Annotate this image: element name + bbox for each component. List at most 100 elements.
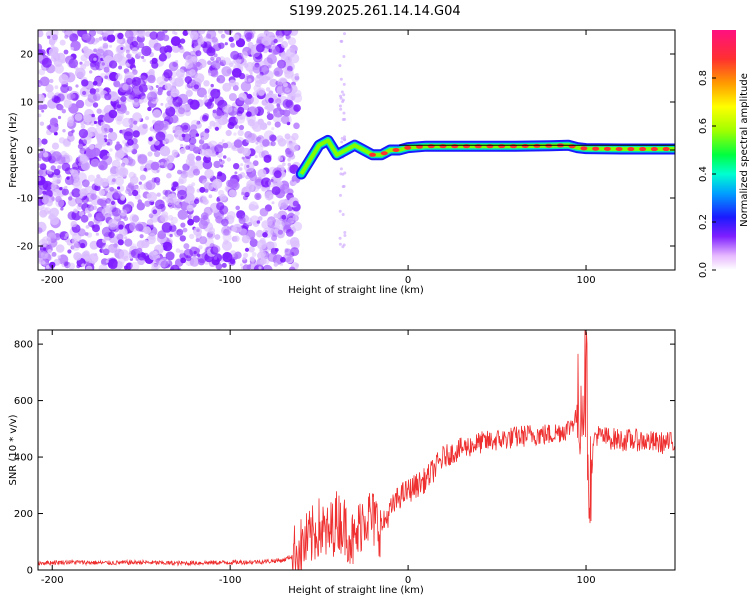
- noise-speck: [207, 60, 212, 65]
- noise-speck: [168, 61, 179, 72]
- noise-speck: [269, 78, 278, 88]
- noise-speck: [211, 257, 220, 266]
- noise-speck: [90, 158, 100, 168]
- noise-speck: [277, 59, 286, 69]
- noise-speck: [147, 106, 152, 112]
- noise-speck: [190, 124, 197, 132]
- noise-speck: [78, 128, 89, 139]
- noise-speck: [210, 69, 219, 78]
- noise-speck: [287, 217, 294, 225]
- noise-speck: [203, 97, 209, 103]
- noise-speck: [117, 239, 124, 246]
- noise-speck: [273, 107, 284, 118]
- noise-speck: [49, 207, 59, 218]
- noise-speck: [209, 120, 216, 127]
- noise-speck: [274, 220, 285, 231]
- noise-speck: [225, 129, 232, 137]
- ridge-peak: [580, 146, 588, 151]
- spectrogram-xtick-label: 0: [405, 275, 411, 286]
- noise-speck: [101, 244, 112, 255]
- noise-speck: [284, 87, 291, 93]
- noise-speck: [183, 248, 194, 259]
- noise-speck: [85, 225, 90, 229]
- noise-speck: [122, 117, 132, 128]
- noise-speck: [48, 38, 56, 46]
- noise-speck: [233, 107, 238, 112]
- noise-speck: [341, 100, 345, 104]
- noise-speck: [39, 209, 48, 218]
- noise-speck: [126, 139, 134, 146]
- noise-speck: [107, 131, 118, 142]
- noise-speck: [165, 251, 175, 261]
- noise-speck: [340, 140, 344, 144]
- noise-speck: [39, 238, 47, 247]
- noise-speck: [143, 226, 152, 235]
- noise-speck: [54, 85, 59, 90]
- noise-speck: [139, 234, 144, 239]
- noise-speck: [116, 37, 123, 44]
- noise-speck: [343, 234, 347, 238]
- ridge-peak: [545, 143, 553, 148]
- snr-xtick-label: 0: [405, 575, 411, 586]
- noise-speck: [109, 148, 113, 152]
- colorbar-tick-label: 0.2: [698, 214, 709, 230]
- noise-speck: [184, 60, 193, 69]
- spectrogram-ytick-label: 20: [20, 50, 33, 61]
- noise-speck: [232, 223, 242, 233]
- noise-speck: [342, 82, 346, 86]
- noise-speck: [185, 145, 190, 150]
- noise-speck: [150, 161, 160, 171]
- noise-speck: [38, 53, 44, 62]
- noise-speck: [81, 263, 85, 268]
- noise-speck: [202, 113, 210, 120]
- noise-speck: [175, 248, 181, 253]
- noise-speck: [270, 241, 278, 249]
- noise-speck: [221, 262, 227, 268]
- noise-speck: [63, 99, 72, 109]
- noise-speck: [294, 210, 300, 216]
- chart-title: S199.2025.261.14.14.G04: [289, 4, 460, 19]
- noise-speck: [228, 36, 234, 43]
- noise-speck: [182, 227, 188, 233]
- noise-speck: [38, 176, 42, 182]
- noise-speck: [104, 93, 112, 101]
- ridge-peak: [380, 151, 388, 156]
- noise-speck: [189, 129, 199, 138]
- noise-speck: [61, 188, 69, 196]
- noise-speck: [155, 199, 165, 210]
- noise-speck: [129, 221, 140, 232]
- noise-speck: [281, 214, 287, 220]
- noise-speck: [153, 139, 160, 146]
- noise-speck: [242, 103, 250, 111]
- noise-speck: [124, 30, 134, 39]
- noise-speck: [280, 256, 286, 263]
- noise-speck: [208, 125, 212, 130]
- noise-speck: [223, 30, 233, 35]
- noise-speck: [146, 91, 158, 102]
- noise-speck: [271, 201, 275, 205]
- noise-speck: [42, 151, 49, 158]
- noise-speck: [97, 160, 108, 171]
- noise-speck: [64, 236, 67, 240]
- noise-speck: [274, 121, 281, 128]
- noise-speck: [120, 47, 124, 50]
- noise-speck: [148, 136, 153, 142]
- noise-speck: [195, 61, 201, 67]
- noise-speck: [228, 178, 239, 189]
- noise-speck: [193, 198, 200, 205]
- noise-speck: [222, 155, 227, 159]
- noise-speck: [246, 183, 255, 193]
- noise-speck: [137, 199, 142, 204]
- noise-speck: [280, 41, 289, 49]
- noise-speck: [222, 57, 232, 66]
- noise-speck: [264, 191, 274, 201]
- noise-speck: [242, 257, 246, 261]
- noise-speck: [67, 134, 75, 142]
- noise-speck: [125, 110, 130, 116]
- noise-speck: [119, 249, 130, 260]
- noise-speck: [266, 219, 273, 226]
- noise-speck: [87, 213, 93, 218]
- noise-speck: [132, 130, 140, 138]
- noise-speck: [228, 79, 236, 87]
- noise-speck: [89, 70, 93, 74]
